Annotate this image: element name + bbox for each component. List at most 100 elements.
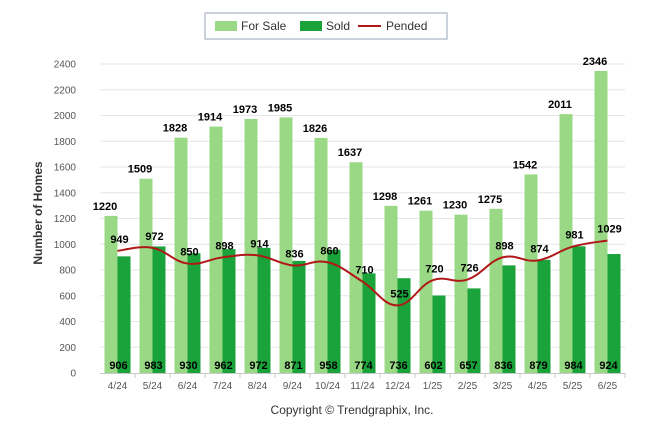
data-label-sold: 930 bbox=[179, 360, 197, 372]
data-label-pended: 981 bbox=[565, 230, 583, 242]
data-label-for-sale: 2011 bbox=[548, 99, 572, 111]
y-tick-label: 0 bbox=[70, 369, 76, 380]
data-label-pended: 898 bbox=[495, 240, 513, 252]
data-label-sold: 962 bbox=[214, 360, 232, 372]
bar-for-sale bbox=[559, 114, 573, 374]
labels-layer: 1220 906 1509 983 1828 930 1914 962 1973 972 1985 8… bbox=[93, 56, 622, 372]
data-label-sold: 871 bbox=[284, 360, 302, 372]
data-label-pended: 949 bbox=[110, 234, 128, 246]
data-label-pended: 710 bbox=[355, 265, 373, 277]
x-tick-label: 2/25 bbox=[458, 381, 478, 392]
data-label-for-sale: 1828 bbox=[163, 123, 187, 135]
x-tick-label: 6/24 bbox=[178, 381, 198, 392]
data-label-sold: 972 bbox=[249, 360, 267, 372]
data-label-for-sale: 1985 bbox=[268, 102, 292, 114]
legend-box bbox=[204, 12, 448, 40]
data-label-for-sale: 1275 bbox=[478, 194, 502, 206]
legend-label-sold: Sold bbox=[326, 19, 350, 33]
data-label-pended: 525 bbox=[390, 288, 408, 300]
line-layer bbox=[117, 239, 608, 307]
x-tick-label: 3/25 bbox=[493, 381, 513, 392]
bar-sold bbox=[222, 249, 236, 373]
bar-sold bbox=[572, 246, 586, 373]
bar-sold bbox=[187, 253, 201, 373]
data-label-for-sale: 1826 bbox=[303, 123, 327, 135]
y-tick-label: 800 bbox=[59, 266, 76, 277]
bar-sold bbox=[257, 247, 271, 373]
x-tick-label: 9/24 bbox=[283, 381, 303, 392]
data-label-for-sale: 1509 bbox=[128, 164, 152, 176]
data-label-sold: 906 bbox=[109, 360, 127, 372]
data-label-sold: 836 bbox=[494, 360, 512, 372]
data-label-pended: 860 bbox=[320, 245, 338, 257]
data-label-pended: 726 bbox=[460, 263, 478, 275]
bar-for-sale bbox=[349, 162, 363, 373]
data-label-sold: 983 bbox=[144, 360, 162, 372]
bar-sold bbox=[502, 265, 516, 373]
data-label-sold: 984 bbox=[564, 360, 583, 372]
data-label-pended: 972 bbox=[145, 231, 163, 243]
bar-for-sale bbox=[454, 214, 468, 373]
bar-for-sale bbox=[489, 208, 503, 373]
x-tick-label: 4/24 bbox=[108, 381, 128, 392]
y-tick-label: 2000 bbox=[54, 111, 77, 122]
data-label-for-sale: 1914 bbox=[198, 112, 223, 124]
bar-for-sale bbox=[594, 70, 608, 373]
bar-for-sale bbox=[209, 126, 223, 373]
data-label-for-sale: 1261 bbox=[408, 196, 432, 208]
bar-sold bbox=[432, 295, 446, 373]
bar-for-sale bbox=[104, 215, 118, 373]
y-axis-title: Number of Homes bbox=[31, 161, 45, 265]
bar-for-sale bbox=[419, 210, 433, 373]
data-label-sold: 657 bbox=[459, 360, 477, 372]
data-label-for-sale: 1298 bbox=[373, 191, 397, 203]
bar-sold bbox=[152, 246, 166, 373]
data-label-for-sale: 1637 bbox=[338, 147, 362, 159]
y-tick-label: 200 bbox=[59, 343, 76, 354]
x-tick-label: 5/25 bbox=[563, 381, 583, 392]
bar-sold bbox=[607, 254, 621, 373]
data-label-sold: 924 bbox=[599, 360, 618, 372]
data-label-pended: 898 bbox=[215, 240, 233, 252]
data-label-pended: 836 bbox=[285, 248, 303, 260]
data-label-sold: 736 bbox=[389, 360, 407, 372]
bar-sold bbox=[327, 249, 341, 373]
data-label-for-sale: 1220 bbox=[93, 201, 117, 213]
x-tick-label: 6/25 bbox=[598, 381, 618, 392]
bar-sold bbox=[362, 273, 376, 373]
data-label-pended: 850 bbox=[180, 247, 198, 259]
copyright-text: Copyright © Trendgraphix, Inc. bbox=[271, 403, 434, 417]
y-tick-label: 2200 bbox=[54, 85, 77, 96]
y-tick-label: 1800 bbox=[54, 137, 77, 148]
y-tick-label: 1200 bbox=[54, 214, 77, 225]
data-label-sold: 879 bbox=[529, 360, 547, 372]
bar-for-sale bbox=[384, 205, 398, 373]
data-label-for-sale: 1230 bbox=[443, 200, 467, 212]
legend-swatch-sold bbox=[300, 21, 322, 31]
bar-for-sale bbox=[314, 137, 328, 373]
x-tick-label: 12/24 bbox=[385, 381, 410, 392]
x-tick-label: 4/25 bbox=[528, 381, 548, 392]
x-tick-label: 5/24 bbox=[143, 381, 163, 392]
data-label-pended: 914 bbox=[250, 238, 269, 250]
data-label-pended: 1029 bbox=[597, 224, 621, 236]
y-tick-label: 1400 bbox=[54, 188, 77, 199]
y-tick-label: 1600 bbox=[54, 163, 77, 174]
legend: For Sale Sold Pended bbox=[204, 12, 448, 40]
legend-label-for-sale: For Sale bbox=[241, 19, 287, 33]
y-tick-label: 400 bbox=[59, 317, 76, 328]
data-label-for-sale: 1973 bbox=[233, 104, 257, 116]
y-tick-label: 2400 bbox=[54, 60, 77, 71]
bar-for-sale bbox=[174, 137, 188, 373]
bar-for-sale bbox=[279, 117, 293, 374]
x-tick-label: 11/24 bbox=[350, 381, 375, 392]
data-label-sold: 958 bbox=[319, 360, 337, 372]
bars-layer bbox=[104, 70, 621, 374]
x-tick-label: 7/24 bbox=[213, 381, 233, 392]
bar-sold bbox=[117, 256, 131, 373]
axis-layer: 0 200 400 600 800 1000 1200 1400 1600 1800 2000 220… bbox=[54, 60, 626, 392]
bar-sold bbox=[467, 288, 481, 373]
data-label-pended: 720 bbox=[425, 263, 443, 275]
data-label-pended: 874 bbox=[530, 243, 549, 255]
